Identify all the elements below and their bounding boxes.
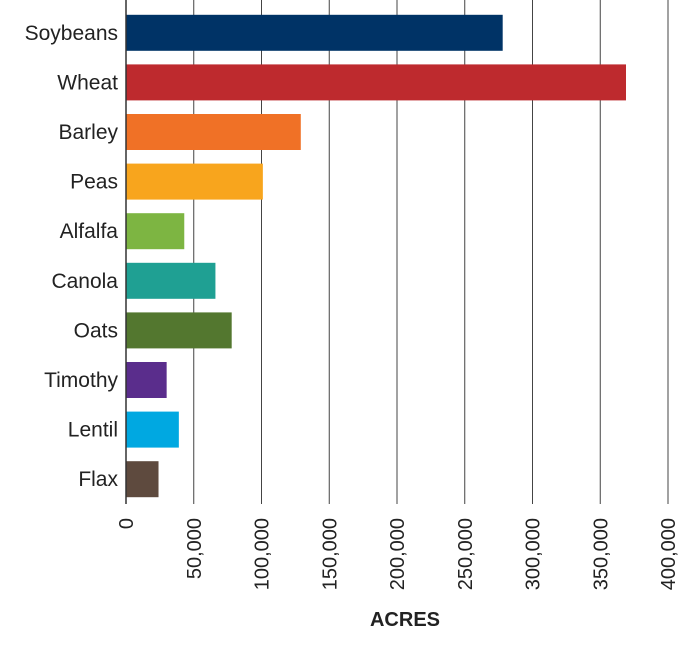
x-tick-label: 200,000 [387, 518, 409, 590]
category-label-canola: Canola [51, 270, 118, 293]
category-label-wheat: Wheat [57, 71, 118, 94]
category-label-lentil: Lentil [68, 419, 118, 442]
x-tick-label: 250,000 [455, 518, 477, 590]
bar-alfalfa [126, 213, 185, 250]
bar-peas [126, 163, 263, 200]
x-tick-label: 150,000 [319, 518, 341, 590]
bar-timothy [126, 362, 167, 398]
x-axis-title: ACRES [370, 609, 440, 631]
bar-canola [126, 262, 216, 299]
category-label-oats: Oats [74, 319, 118, 342]
bar-wheat [126, 64, 626, 101]
category-labels: Soybeans Wheat Barley Peas Alfalfa Canola Oats… [25, 22, 119, 491]
x-tick-label: 50,000 [184, 518, 206, 579]
bar-oats [126, 312, 232, 349]
category-label-barley: Barley [58, 121, 118, 144]
category-label-peas: Peas [70, 171, 118, 194]
bar-flax [126, 461, 159, 498]
category-label-alfalfa: Alfalfa [60, 220, 119, 243]
x-tick-labels: 0 50,000 100,000 150,000 200,000 250,000 300,0… [116, 518, 680, 590]
category-label-soybeans: Soybeans [25, 22, 118, 45]
x-tick-label: 350,000 [590, 518, 612, 590]
bars [126, 14, 626, 498]
x-tick-label: 300,000 [523, 518, 545, 590]
bar-soybeans [126, 14, 503, 51]
category-label-flax: Flax [78, 468, 118, 491]
x-tick-label: 100,000 [252, 518, 274, 590]
category-label-timothy: Timothy [44, 369, 118, 392]
bar-lentil [126, 411, 179, 448]
bar-barley [126, 114, 301, 150]
x-tick-label: 400,000 [658, 518, 680, 590]
x-tick-label: 0 [116, 518, 138, 529]
